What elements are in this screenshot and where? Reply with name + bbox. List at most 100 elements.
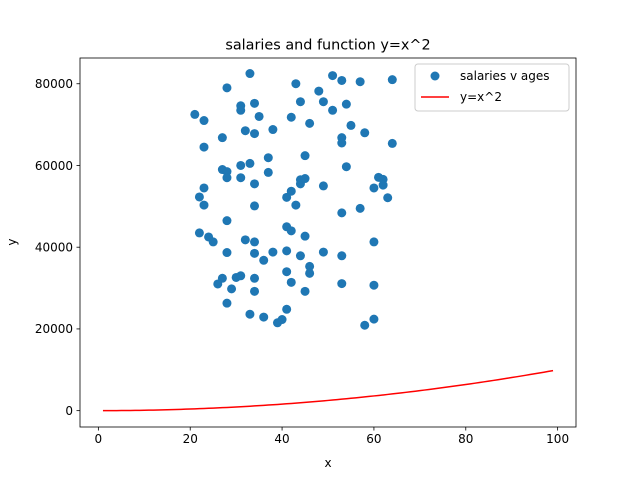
scatter-point [250,237,260,247]
scatter-point [268,125,278,135]
scatter-point [300,286,310,296]
scatter-point [328,105,338,115]
scatter-point [245,309,255,319]
scatter-point [360,128,370,138]
x-axis-label: x [324,456,331,470]
scatter-point [337,75,347,85]
scatter-point [254,111,264,121]
x-tick-label: 80 [458,432,473,446]
x-tick-label: 60 [366,432,381,446]
scatter-point [263,167,273,177]
legend-label-line: y=x^2 [460,90,502,104]
scatter-point [282,192,292,202]
scatter-point [222,216,232,226]
scatter-point [387,75,397,85]
scatter-point [199,183,209,193]
scatter-point [268,247,278,257]
scatter-point [378,180,388,190]
scatter-point [282,304,292,314]
x-tick-label: 0 [95,432,103,446]
scatter-point [250,286,260,296]
scatter-point [199,200,209,210]
legend-marker-scatter [430,71,440,81]
scatter-point [328,71,338,81]
scatter-point [337,279,347,289]
scatter-point [217,133,227,143]
scatter-point [222,83,232,93]
scatter-point [337,208,347,218]
scatter-point [369,314,379,324]
scatter-point [318,181,328,191]
scatter-point [199,142,209,152]
scatter-point [337,251,347,261]
scatter-point [277,315,287,325]
y-tick-label: 20000 [35,322,73,336]
scatter-point [318,247,328,257]
chart-title: salaries and function y=x^2 [225,38,430,54]
scatter-point [250,273,260,283]
y-tick-label: 0 [65,404,73,418]
scatter-point [222,248,232,258]
legend-label-scatter: salaries v ages [460,69,550,83]
scatter-point [190,109,200,119]
y-tick-label: 80000 [35,77,73,91]
scatter-point [236,160,246,170]
scatter-point [208,237,218,247]
scatter-point [305,261,315,271]
x-tick-label: 20 [183,432,198,446]
scatter-point [300,231,310,241]
axes: 0 20 40 60 80 100 0 20000 40000 60000 80000 [35,57,577,446]
scatter-point [245,69,255,79]
scatter-point [240,126,250,136]
scatter-point [337,138,347,148]
scatter-point [250,98,260,108]
scatter-point [286,277,296,287]
scatter-point [259,312,269,322]
scatter-point [240,235,250,245]
x-tick-label: 100 [546,432,569,446]
scatter-point [300,174,310,184]
scatter-point [282,246,292,256]
scatter-point [305,268,315,278]
scatter-point [369,280,379,290]
scatter-point [300,151,310,161]
scatter-point [286,226,296,236]
scatter-point [318,97,328,107]
scatter-point [355,203,365,213]
scatter-point [295,97,305,107]
scatter-point [250,248,260,258]
scatter-point [245,158,255,168]
scatter-point [341,99,351,109]
scatter-point [263,153,273,163]
scatter-point [222,173,232,183]
scatter-point [222,298,232,308]
scatter-point [194,228,204,238]
scatter-point [387,138,397,148]
y-tick-label: 60000 [35,159,73,173]
scatter-point [295,251,305,261]
scatter-point [305,118,315,128]
scatter-point [286,186,296,196]
scatter-point [217,273,227,283]
legend-box [414,63,570,112]
x-tick-label: 40 [274,432,289,446]
function-line [102,369,554,412]
scatter-point [286,112,296,122]
scatter-point [346,120,356,130]
scatter-point [314,86,324,96]
scatter-point [383,193,393,203]
legend: salaries v ages y=x^2 [414,63,570,112]
scatter-point [227,284,237,294]
scatter-point [291,79,301,89]
scatter-point [194,192,204,202]
scatter-point [341,162,351,172]
axes-frame [79,57,577,428]
plot-area [102,69,554,412]
y-axis-label: y [5,238,19,245]
y-tick-label: 40000 [35,240,73,254]
scatter-point [355,77,365,87]
scatter-point [360,320,370,330]
scatter-point [259,255,269,265]
